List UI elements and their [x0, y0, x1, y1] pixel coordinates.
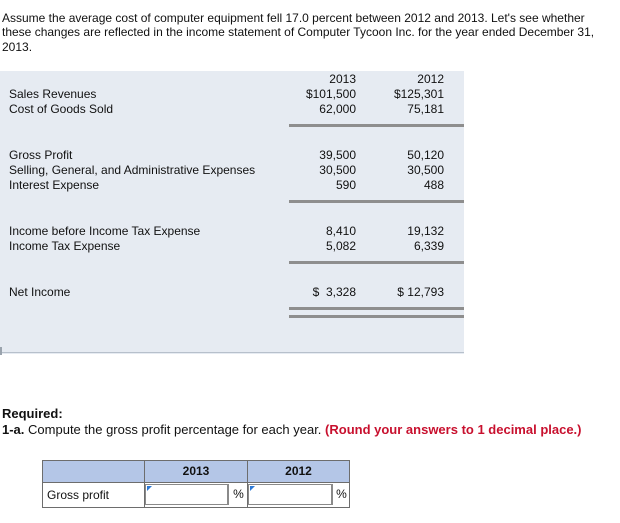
value-income-before-tax-2013: 8,410 — [325, 224, 356, 238]
input-flag-2013-icon — [147, 486, 152, 491]
header-2013: 2013 — [329, 72, 356, 86]
value-cogs-2013: 62,000 — [319, 102, 356, 116]
value-net-income-2012: $ 12,793 — [397, 285, 444, 299]
label-interest-expense: Interest Expense — [9, 178, 100, 192]
input-flag-2012-icon — [250, 486, 255, 491]
answer-table: 2013 2012 Gross profit % % — [42, 460, 350, 508]
statement-left-edge — [0, 347, 2, 355]
statement-bottom-line — [2, 352, 464, 353]
required-heading: Required: — [2, 406, 63, 421]
percent-unit-2013: % — [228, 484, 248, 505]
required-instruction: Compute the gross profit percentage for … — [28, 422, 322, 437]
label-gross-profit: Gross Profit — [9, 148, 73, 162]
label-cogs: Cost of Goods Sold — [9, 102, 114, 116]
value-sales-2012: $125,301 — [393, 87, 444, 101]
value-sga-2013: 30,500 — [319, 163, 356, 177]
value-sales-2013: $101,500 — [305, 87, 356, 101]
subtotal-rule-2 — [289, 200, 464, 203]
value-interest-2012: 488 — [423, 178, 444, 192]
rounding-note: (Round your answers to 1 decimal place.) — [325, 422, 582, 437]
subtotal-rule-3 — [289, 261, 464, 264]
header-2012: 2012 — [417, 72, 444, 86]
gross-profit-2013-input[interactable] — [145, 484, 228, 505]
subtotal-rule-1 — [289, 124, 464, 127]
required-item-number: 1-a. — [2, 422, 25, 437]
value-gross-profit-2013: 39,500 — [319, 148, 356, 162]
required-section: Required: 1-a. Compute the gross profit … — [2, 406, 582, 438]
answer-header-2013: 2013 — [144, 460, 248, 483]
label-income-before-tax: Income before Income Tax Expense — [9, 224, 201, 238]
value-tax-2012: 6,339 — [413, 239, 444, 253]
answer-header-blank — [42, 460, 145, 483]
value-cogs-2012: 75,181 — [407, 102, 444, 116]
gross-profit-2012-input[interactable] — [248, 484, 332, 505]
value-net-income-2013: $ 3,328 — [312, 285, 356, 299]
statement-background — [0, 71, 464, 354]
problem-intro: Assume the average cost of computer equi… — [2, 11, 595, 54]
value-tax-2013: 5,082 — [325, 239, 356, 253]
total-rule-bottom — [289, 315, 464, 318]
value-sga-2012: 30,500 — [407, 163, 444, 177]
label-income-tax-expense: Income Tax Expense — [9, 239, 121, 253]
value-interest-2013: 590 — [335, 178, 356, 192]
label-net-income: Net Income — [9, 285, 71, 299]
percent-unit-2012: % — [332, 484, 350, 505]
answer-row-label: Gross profit — [42, 482, 145, 508]
answer-header-2012: 2012 — [247, 460, 350, 483]
label-sales-revenues: Sales Revenues — [9, 87, 97, 101]
value-income-before-tax-2012: 19,132 — [407, 224, 444, 238]
total-rule-top — [289, 307, 464, 310]
income-statement: 2013 2012 Sales Revenues $101,500 $125,3… — [0, 71, 464, 355]
value-gross-profit-2012: 50,120 — [407, 148, 444, 162]
label-sga: Selling, General, and Administrative Exp… — [9, 163, 256, 177]
